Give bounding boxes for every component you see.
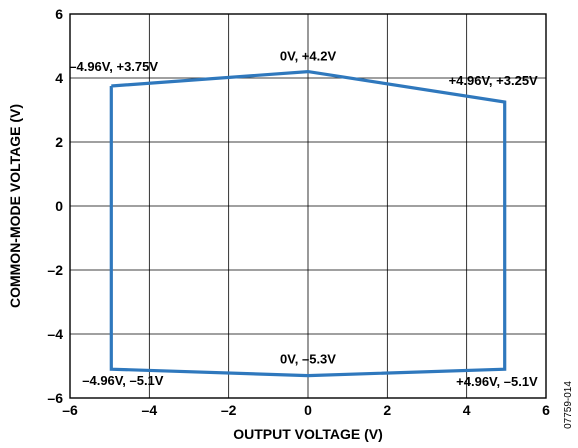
y-tick-label: –2 <box>47 262 63 278</box>
y-tick-label: –6 <box>47 390 63 406</box>
y-tick-label: 4 <box>55 70 63 86</box>
annotations: –4.96V, +3.75V 0V, +4.2V +4.96V, +3.25V 0V,… <box>69 49 538 390</box>
annotation-label: 0V, +4.2V <box>280 49 337 64</box>
x-tick-label: 4 <box>463 402 471 418</box>
y-tick-label: –4 <box>47 326 63 342</box>
annotation-label: +4.96V, –5.1V <box>456 374 538 389</box>
y-axis-title: COMMON-MODE VOLTAGE (V) <box>7 104 23 308</box>
plot-frame <box>69 13 547 399</box>
y-tick-label: 2 <box>55 134 63 150</box>
x-axis-title: OUTPUT VOLTAGE (V) <box>233 426 383 442</box>
x-tick-label: 2 <box>383 402 391 418</box>
series-line-0 <box>109 69 507 378</box>
x-tick-label: –2 <box>221 402 237 418</box>
x-tick-label: 6 <box>542 402 550 418</box>
tick-labels: –6 –4 –2 0 2 4 6 –6 –4 –2 0 2 4 6 <box>47 6 550 418</box>
annotation-label: –4.96V, –5.1V <box>82 373 164 388</box>
series-layer <box>109 69 507 378</box>
y-tick-label: 0 <box>55 198 63 214</box>
annotation-label: +4.96V, +3.25V <box>449 73 538 88</box>
x-tick-label: 0 <box>304 402 312 418</box>
x-tick-label: –6 <box>62 402 78 418</box>
x-tick-label: –4 <box>142 402 158 418</box>
figure-id: 07759-014 <box>563 381 574 429</box>
annotation-label: 0V, –5.3V <box>280 352 336 367</box>
annotation-label: –4.96V, +3.75V <box>69 59 158 74</box>
y-tick-label: 6 <box>55 6 63 22</box>
